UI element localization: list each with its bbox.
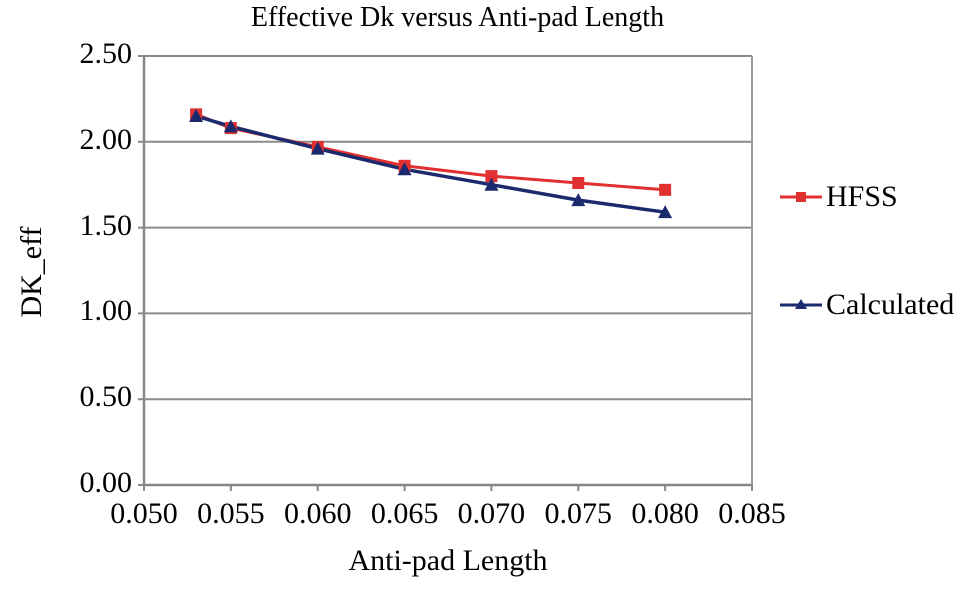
triangle-marker-icon	[397, 162, 412, 176]
x-axis-label: Anti-pad Length	[348, 544, 548, 577]
series-line-calculated	[195, 114, 666, 214]
x-tick-label: 0.075	[544, 497, 613, 530]
y-tick-label: 2.50	[79, 37, 133, 70]
square-marker-icon	[572, 176, 585, 189]
y-tick-label: 0.50	[79, 380, 133, 414]
legend-label: Calculated	[826, 288, 955, 321]
y-tick-label: 2.00	[79, 122, 133, 156]
y-tick-label: 0.00	[79, 466, 133, 499]
legend-label: HFSS	[826, 180, 898, 213]
legend-item-hfss: HFSS	[780, 180, 898, 214]
x-tick-label: 0.080	[631, 497, 699, 530]
x-tick-label: 0.065	[370, 497, 439, 530]
triangle-marker-icon	[571, 193, 586, 207]
triangle-marker-icon	[189, 109, 204, 123]
triangle-marker-icon	[484, 177, 499, 191]
chart-title: Effective Dk versus Anti-pad Length	[250, 2, 665, 33]
triangle-marker-icon	[658, 205, 673, 219]
x-tick-label: 0.060	[283, 497, 352, 530]
y-tick-label: 1.50	[79, 208, 133, 242]
x-tick-label: 0.070	[457, 497, 526, 530]
square-marker-icon	[659, 183, 672, 196]
x-tick-label: 0.085	[718, 497, 786, 530]
square-marker-icon	[780, 192, 822, 202]
square-marker-icon	[485, 170, 498, 183]
legend-item-calculated: Calculated	[780, 288, 954, 322]
triangle-marker-icon	[310, 141, 325, 155]
x-tick-label: 0.055	[197, 497, 265, 530]
x-tick-label: 0.050	[110, 497, 178, 530]
triangle-marker-icon	[223, 119, 238, 133]
y-tick-label: 1.00	[79, 294, 133, 328]
triangle-marker-icon	[780, 299, 822, 309]
series-line-hfss	[195, 112, 666, 192]
